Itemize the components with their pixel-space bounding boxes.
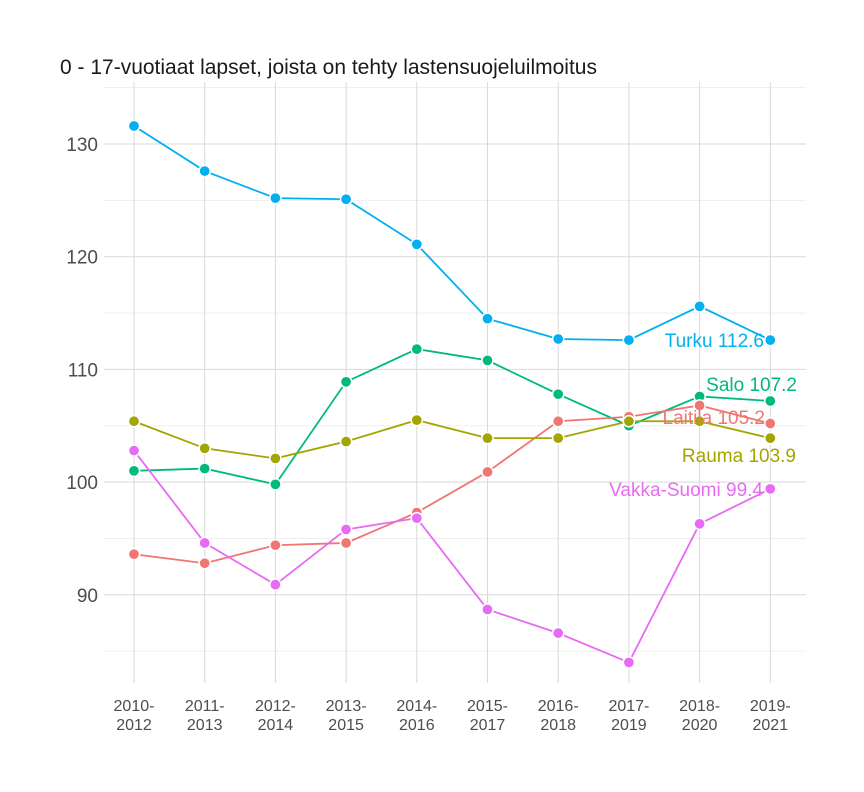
end-label-rauma: Rauma 103.9 — [682, 446, 796, 467]
data-point-vakka-suomi — [693, 517, 706, 531]
data-point-rauma — [551, 431, 565, 445]
data-point-vakka-suomi — [127, 444, 141, 457]
data-point-laitila — [339, 536, 353, 550]
data-point-salo — [269, 478, 282, 491]
data-point-vakka-suomi — [481, 603, 494, 616]
y-axis-ticks: 90 100 110 120 130 — [66, 135, 98, 607]
x-tick-label: 2013-2015 — [326, 698, 367, 734]
data-point-salo — [551, 387, 565, 401]
data-point-turku — [127, 119, 141, 133]
end-label-salo: Salo 107.2 — [706, 375, 797, 396]
data-point-turku — [481, 312, 494, 326]
x-tick-label: 2017-2019 — [608, 698, 649, 734]
data-point-vakka-suomi — [198, 536, 212, 550]
end-label-vakka-suomi: Vakka-Suomi 99.4 — [609, 480, 763, 501]
series-line-rauma — [133, 419, 771, 460]
data-point-turku — [198, 164, 212, 178]
data-point-laitila — [551, 414, 565, 428]
y-tick-label: 90 — [77, 586, 98, 607]
data-point-turku — [693, 299, 706, 313]
series-line-vakka-suomi — [133, 449, 771, 664]
x-tick-label: 2011-2013 — [185, 698, 225, 734]
data-point-rauma — [198, 441, 212, 455]
data-point-turku — [269, 191, 282, 205]
data-point-vakka-suomi — [269, 578, 282, 592]
data-point-salo — [198, 462, 212, 475]
x-tick-label: 2015-2017 — [467, 698, 508, 734]
x-tick-label: 2018-2020 — [679, 698, 720, 734]
data-point-turku — [763, 333, 777, 347]
data-point-rauma — [127, 414, 141, 428]
x-axis-ticks: 2010-2012 2011-2013 2012-2014 2013-2015 2014… — [114, 698, 791, 734]
series-end-labels: Turku 112.6 Salo 107.2 Laitila 105.2 Rauma … — [609, 331, 797, 501]
y-tick-label: 130 — [66, 135, 98, 156]
data-point-vakka-suomi — [410, 511, 424, 525]
x-tick-label: 2014-2016 — [396, 698, 437, 734]
data-point-salo — [410, 342, 424, 356]
series-line-laitila — [133, 404, 771, 565]
data-point-vakka-suomi — [622, 656, 636, 669]
gridlines — [104, 82, 806, 683]
data-point-vakka-suomi — [763, 482, 777, 496]
data-point-salo — [763, 394, 777, 408]
chart-title: 0 - 17-vuotiaat lapset, joista on tehty … — [60, 56, 597, 79]
x-tick-label: 2016-2018 — [538, 698, 579, 734]
data-point-laitila — [198, 556, 212, 570]
x-tick-label: 2012-2014 — [255, 698, 296, 734]
x-tick-label: 2010-2012 — [114, 698, 155, 734]
series-points — [127, 119, 777, 669]
series-line-turku — [133, 125, 771, 342]
data-point-vakka-suomi — [551, 626, 565, 640]
data-point-salo — [339, 375, 353, 389]
end-label-turku: Turku 112.6 — [665, 331, 764, 352]
data-point-rauma — [693, 414, 706, 428]
y-tick-label: 100 — [66, 473, 98, 494]
y-tick-label: 110 — [68, 360, 98, 381]
x-tick-label: 2019-2021 — [750, 698, 791, 734]
data-point-laitila — [693, 399, 706, 412]
data-point-rauma — [269, 452, 282, 465]
y-tick-label: 120 — [66, 248, 98, 269]
data-point-rauma — [763, 431, 777, 445]
data-point-rauma — [481, 431, 494, 445]
data-point-turku — [410, 237, 424, 251]
data-point-rauma — [339, 435, 353, 448]
data-point-rauma — [622, 414, 636, 428]
data-point-laitila — [481, 465, 494, 479]
data-point-turku — [339, 192, 353, 206]
data-point-turku — [551, 332, 565, 346]
data-point-laitila — [763, 417, 777, 430]
data-point-salo — [127, 464, 141, 478]
data-point-rauma — [410, 413, 424, 427]
data-point-vakka-suomi — [339, 523, 353, 536]
data-point-laitila — [127, 547, 141, 561]
data-point-laitila — [269, 538, 282, 552]
data-point-salo — [481, 354, 494, 367]
data-point-turku — [622, 333, 636, 347]
end-label-laitila: Laitila 105.2 — [663, 408, 765, 429]
series-lines — [133, 125, 771, 664]
